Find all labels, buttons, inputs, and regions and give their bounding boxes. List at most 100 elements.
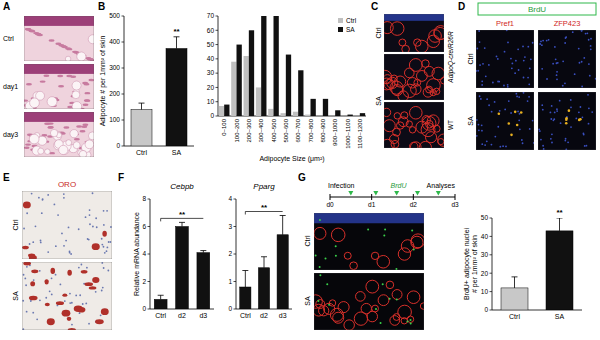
brdu-pulse (436, 191, 441, 196)
cell (410, 142, 421, 148)
nucleus (485, 75, 487, 77)
nucleus (523, 60, 525, 62)
nucleus (496, 56, 498, 58)
y-tick-label: 40 (481, 233, 489, 240)
nucleus (486, 98, 488, 100)
nucleus (32, 241, 34, 243)
x-tick-label: 900~1000 (332, 118, 338, 146)
positive-cell (498, 112, 501, 115)
nucleus (80, 264, 82, 266)
error-cap (512, 276, 518, 277)
x-tick-label: 300~400 (258, 118, 264, 142)
x-tick-label: SA (172, 149, 182, 156)
nucleus (539, 130, 541, 132)
y-tick-label: 0 (116, 142, 120, 149)
fiber (70, 76, 76, 78)
row-label: SA (375, 96, 382, 106)
x-tick-label: d2 (260, 312, 268, 319)
nucleus (103, 267, 105, 269)
lipid (67, 317, 72, 321)
cell (338, 302, 349, 313)
y-tick (216, 30, 219, 31)
nucleus (578, 48, 580, 50)
y-tick-label: 20 (207, 84, 215, 91)
y-tick-label: 8 (142, 195, 146, 202)
y-axis (218, 16, 219, 116)
nucleus (590, 38, 592, 40)
fiber (48, 122, 54, 124)
nucleus (22, 328, 24, 330)
y-tick-label: 10 (481, 288, 489, 295)
nucleus (106, 250, 108, 252)
adipocyte (70, 130, 78, 138)
y-tick-label: 50 (481, 214, 489, 221)
chart-title: Cebpb (170, 182, 194, 191)
nucleus (522, 46, 524, 48)
nucleus (57, 214, 59, 216)
nucleus (546, 78, 548, 80)
image-ground (24, 16, 94, 61)
fiber (63, 126, 69, 128)
x-tick-label: Ctrl (240, 312, 251, 319)
y-axis-title: Adipocyte # per 1mm² of skin (99, 36, 107, 127)
nucleus (588, 123, 590, 125)
nucleus (40, 240, 42, 242)
cell (386, 281, 394, 289)
nucleus (479, 64, 481, 66)
nucleus (47, 251, 49, 253)
nucleus (410, 322, 412, 324)
band (314, 213, 424, 223)
epidermis (24, 16, 94, 26)
fiber (82, 123, 88, 125)
x-axis-title: Adipocyte Size (μm²) (259, 155, 324, 163)
nucleus (383, 234, 385, 236)
y-tick-label: 40 (207, 55, 215, 62)
y-tick (216, 101, 219, 102)
nucleus (40, 242, 42, 244)
panel-letter: F (118, 172, 124, 183)
error-cap (179, 222, 185, 223)
chart: 0102030405060700~100100~200200~300300~40… (207, 12, 366, 163)
nucleus (101, 262, 103, 264)
positive-cell (568, 109, 571, 112)
y-tick (216, 87, 219, 88)
nucleus (519, 128, 521, 130)
nucleus (591, 111, 593, 113)
chart-title: Pparg (253, 182, 275, 191)
nucleus (529, 128, 531, 130)
nucleus (497, 58, 499, 60)
lipid (50, 268, 55, 274)
nucleus (39, 299, 41, 301)
nucleus (570, 106, 572, 108)
lipid (89, 286, 97, 289)
bar (261, 16, 266, 116)
nucleus (541, 44, 543, 46)
bar (249, 30, 254, 116)
nucleus (565, 37, 567, 39)
x-tick-label: 1000~1100 (345, 118, 351, 148)
nucleus (540, 41, 542, 43)
bar (293, 112, 298, 116)
cell (420, 303, 424, 310)
y-tick (122, 120, 125, 121)
bar (335, 110, 340, 116)
nucleus (335, 255, 337, 257)
positive-cell (578, 119, 581, 122)
adipocyte (72, 81, 81, 90)
nucleus (574, 73, 576, 75)
cell (393, 128, 401, 136)
y-tick (490, 291, 493, 292)
x-tick-label: 0~100 (221, 118, 227, 136)
micrograph (24, 16, 94, 61)
error-stem (514, 277, 515, 288)
bar (281, 113, 286, 116)
row-label: SA (304, 296, 311, 306)
lipid (62, 310, 71, 317)
image-frame (538, 92, 596, 150)
y-tick (216, 44, 219, 45)
fiber (49, 39, 55, 41)
genotype-label: AdipoQ-cre/R26R (447, 31, 455, 84)
stain-label: ORO (58, 180, 76, 189)
lipid (92, 243, 100, 250)
nucleus (539, 43, 541, 45)
